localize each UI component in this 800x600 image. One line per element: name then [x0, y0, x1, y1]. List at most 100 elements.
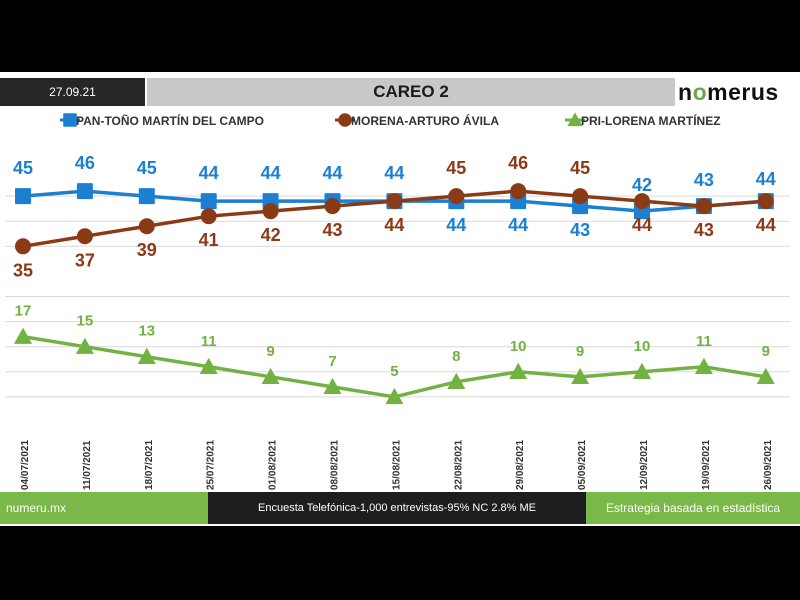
data-label-pan: 42 [632, 175, 652, 195]
legend-label-pri: PRI-LORENA MARTÍNEZ [581, 113, 721, 128]
data-point-pri [694, 357, 713, 374]
data-point-morena [634, 193, 650, 210]
data-point-morena [76, 228, 93, 245]
data-point-pri [137, 347, 156, 364]
data-point-morena [262, 203, 279, 220]
data-label-pan: 45 [13, 158, 33, 178]
data-label-pri: 10 [510, 338, 527, 355]
data-label-morena: 42 [261, 225, 281, 245]
x-tick-label: 19/09/2021 [701, 440, 712, 490]
slide: 27.09.21 CAREO 2 nomerus PAN-TOÑO MARTÍN… [0, 72, 800, 526]
legend-label-pan: PAN-TOÑO MARTÍN DEL CAMPO [76, 113, 264, 128]
data-point-pri [75, 337, 94, 354]
data-point-morena [572, 188, 589, 205]
legend-marker-morena [338, 113, 352, 127]
report-date: 27.09.21 [0, 78, 145, 106]
x-tick-label: 04/07/2021 [20, 440, 31, 490]
data-point-morena [15, 238, 31, 255]
data-label-pri: 9 [576, 343, 584, 360]
data-label-morena: 45 [446, 158, 466, 178]
x-tick-label: 15/08/2021 [391, 440, 402, 490]
data-label-pan: 46 [75, 153, 95, 173]
data-point-pri [571, 367, 590, 385]
x-tick-label: 25/07/2021 [206, 440, 217, 490]
data-point-morena [510, 183, 527, 200]
x-tick-label: 29/08/2021 [515, 440, 526, 490]
data-label-morena: 35 [13, 260, 33, 280]
data-label-morena: 44 [384, 215, 404, 235]
data-label-morena: 45 [570, 158, 590, 178]
data-point-pri [385, 387, 404, 405]
logo-o: o [692, 79, 708, 105]
x-tick-label: 08/08/2021 [330, 440, 341, 490]
data-label-pri: 9 [762, 343, 770, 360]
data-point-morena [757, 193, 774, 210]
data-point-pri [756, 367, 775, 385]
data-point-morena [448, 188, 465, 205]
data-label-pri: 11 [696, 333, 712, 350]
data-point-morena [324, 198, 341, 215]
data-label-morena: 44 [632, 215, 652, 235]
data-label-pan: 44 [261, 163, 281, 183]
data-label-pri: 11 [201, 333, 217, 350]
footer-survey-note: Encuesta Telefónica-1,000 entrevistas-95… [208, 492, 586, 524]
data-label-pan: 44 [322, 163, 342, 183]
chart-svg: PAN-TOÑO MARTÍN DEL CAMPO MORENA-ARTURO Á… [5, 112, 790, 490]
data-label-morena: 44 [756, 215, 776, 235]
x-tick-label: 11/07/2021 [82, 440, 93, 490]
legend-marker-pan [63, 113, 77, 127]
data-point-morena [695, 198, 712, 215]
x-tick-label: 01/08/2021 [268, 440, 279, 490]
data-point-pan [15, 188, 31, 205]
footer-site[interactable]: numeru.mx [0, 492, 208, 524]
footer-tagline: Estrategia basada en estadística [586, 492, 800, 524]
data-point-pan [138, 188, 155, 205]
data-label-pri: 10 [634, 338, 651, 355]
data-point-pri [323, 377, 342, 395]
x-tick-label: 12/09/2021 [639, 440, 650, 490]
legend-label-morena: MORENA-ARTURO ÁVILA [351, 113, 499, 128]
data-point-pri [447, 372, 466, 390]
data-label-pan: 44 [756, 169, 776, 189]
data-label-morena: 39 [137, 240, 157, 260]
data-label-morena: 37 [75, 250, 95, 270]
data-label-pan: 44 [508, 215, 528, 235]
data-label-pan: 44 [199, 163, 219, 183]
data-label-pri: 9 [266, 343, 274, 360]
header-bar: 27.09.21 CAREO 2 nomerus [0, 78, 800, 106]
x-tick-label: 22/08/2021 [453, 440, 464, 490]
data-label-pri: 13 [138, 323, 155, 340]
data-label-pan: 43 [694, 170, 714, 190]
data-point-pri [509, 362, 528, 379]
data-label-pan: 44 [384, 163, 404, 183]
data-point-pan [200, 193, 217, 210]
footer-bar: numeru.mx Encuesta Telefónica-1,000 entr… [0, 492, 800, 524]
x-tick-label: 18/07/2021 [144, 440, 155, 490]
data-label-morena: 41 [199, 230, 219, 250]
data-label-morena: 43 [694, 220, 714, 240]
line-chart: PAN-TOÑO MARTÍN DEL CAMPO MORENA-ARTURO Á… [0, 106, 800, 526]
data-label-pri: 17 [15, 303, 32, 320]
logo-suffix: merus [707, 79, 779, 105]
legend-marker-pri [567, 112, 583, 127]
data-label-pri: 5 [390, 363, 398, 380]
chart-title: CAREO 2 [147, 78, 675, 106]
data-label-pan: 44 [446, 215, 466, 235]
data-point-pri [633, 362, 651, 379]
data-label-morena: 43 [322, 220, 342, 240]
data-label-pan: 43 [570, 220, 590, 240]
data-point-morena [138, 218, 155, 235]
data-label-pri: 7 [328, 353, 336, 370]
data-label-pri: 15 [77, 313, 94, 330]
data-point-morena [200, 208, 217, 225]
data-point-morena [386, 193, 403, 210]
x-tick-label: 05/09/2021 [577, 440, 588, 490]
data-label-pri: 8 [452, 348, 460, 365]
data-point-pri [199, 357, 218, 374]
logo-prefix: n [678, 79, 693, 105]
data-point-pan [76, 183, 93, 200]
data-label-pan: 45 [137, 158, 157, 178]
numerus-logo: nomerus [678, 78, 800, 106]
x-tick-label: 26/09/2021 [763, 440, 774, 490]
data-label-morena: 46 [508, 153, 528, 173]
